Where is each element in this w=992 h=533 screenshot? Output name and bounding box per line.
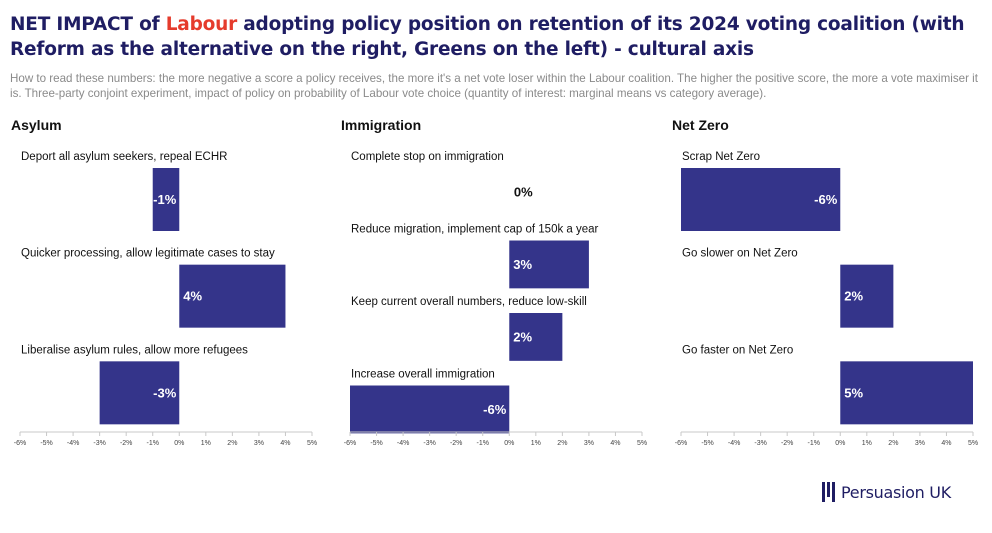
bar bbox=[840, 264, 894, 328]
chart-subtitle: How to read these numbers: the more nega… bbox=[10, 72, 978, 100]
bar bbox=[152, 168, 180, 231]
chart-panel-0: Asylum Deport all asylum seekers, repeal … bbox=[11, 117, 317, 447]
category-label: Go faster on Net Zero bbox=[682, 344, 793, 356]
category-label: Scrap Net Zero bbox=[682, 151, 760, 163]
panel-title: Net Zero bbox=[672, 117, 729, 133]
x-tick-label: 5% bbox=[637, 440, 647, 447]
chart-panel-2: Net Zero Scrap Net Zero -6% Go slower on Ne… bbox=[672, 117, 978, 447]
x-tick-label: -1% bbox=[147, 440, 159, 447]
x-tick-label: -1% bbox=[808, 440, 820, 447]
x-tick-label: -1% bbox=[477, 440, 489, 447]
x-tick-label: -2% bbox=[781, 440, 793, 447]
bar bbox=[99, 361, 180, 425]
x-tick-label: 4% bbox=[610, 440, 620, 447]
bar bbox=[681, 168, 841, 231]
x-tick-label: -6% bbox=[14, 440, 26, 447]
data-label: 2% bbox=[844, 289, 863, 304]
x-tick-label: 4% bbox=[280, 440, 290, 447]
chart-title: NET IMPACT of Labour adopting policy pos… bbox=[10, 12, 985, 62]
x-tick-label: -3% bbox=[93, 440, 105, 447]
x-tick-label: 5% bbox=[307, 440, 317, 447]
x-tick-label: 1% bbox=[531, 440, 541, 447]
brand-name: Persuasion UK bbox=[841, 482, 951, 502]
chart-panel-1: Immigration Complete stop on immigration 0… bbox=[341, 117, 647, 447]
category-label: Increase overall immigration bbox=[351, 369, 495, 381]
data-label: -6% bbox=[483, 402, 507, 417]
x-tick-label: -4% bbox=[728, 440, 740, 447]
category-label: Go slower on Net Zero bbox=[682, 248, 798, 260]
x-tick-label: 3% bbox=[254, 440, 264, 447]
category-label: Quicker processing, allow legitimate cas… bbox=[21, 248, 275, 260]
data-label: -1% bbox=[153, 192, 177, 207]
x-tick-label: 2% bbox=[557, 440, 567, 447]
data-label: -3% bbox=[153, 385, 177, 400]
data-label: 2% bbox=[513, 329, 532, 344]
panel-title: Immigration bbox=[341, 117, 421, 133]
x-tick-label: -2% bbox=[120, 440, 132, 447]
chart-svg: Asylum Deport all asylum seekers, repeal … bbox=[11, 117, 978, 447]
x-tick-label: -5% bbox=[701, 440, 713, 447]
x-tick-label: 5% bbox=[968, 440, 978, 447]
x-tick-label: -6% bbox=[675, 440, 687, 447]
x-tick-label: -3% bbox=[423, 440, 435, 447]
x-tick-label: -5% bbox=[40, 440, 52, 447]
category-label: Liberalise asylum rules, allow more refu… bbox=[21, 344, 248, 356]
title-part-2: adopting policy position on retention of… bbox=[10, 14, 965, 60]
category-label: Deport all asylum seekers, repeal ECHR bbox=[21, 151, 227, 163]
chart-panels: Asylum Deport all asylum seekers, repeal … bbox=[0, 110, 992, 470]
data-label: 4% bbox=[183, 289, 202, 304]
category-label: Reduce migration, implement cap of 150k … bbox=[351, 224, 599, 236]
x-tick-label: -2% bbox=[450, 440, 462, 447]
x-tick-label: 0% bbox=[835, 440, 845, 447]
x-tick-label: -3% bbox=[754, 440, 766, 447]
title-part-1: NET IMPACT of bbox=[10, 14, 166, 35]
x-tick-label: -6% bbox=[344, 440, 356, 447]
bar bbox=[509, 240, 589, 289]
x-tick-label: -4% bbox=[397, 440, 409, 447]
bar bbox=[840, 361, 973, 425]
brand-logo: Persuasion UK bbox=[822, 481, 951, 503]
data-label: 0% bbox=[514, 184, 533, 199]
data-label: -6% bbox=[814, 192, 838, 207]
x-tick-label: 3% bbox=[584, 440, 594, 447]
data-label: 3% bbox=[513, 257, 532, 272]
x-tick-label: 0% bbox=[504, 440, 514, 447]
x-tick-label: -4% bbox=[67, 440, 79, 447]
bar bbox=[509, 313, 563, 361]
x-tick-label: -5% bbox=[370, 440, 382, 447]
bar bbox=[350, 385, 510, 434]
category-label: Complete stop on immigration bbox=[351, 151, 504, 163]
category-label: Keep current overall numbers, reduce low… bbox=[351, 296, 587, 308]
x-tick-label: 2% bbox=[227, 440, 237, 447]
x-tick-label: 4% bbox=[941, 440, 951, 447]
bar bbox=[179, 264, 286, 328]
x-tick-label: 1% bbox=[862, 440, 872, 447]
data-label: 5% bbox=[844, 385, 863, 400]
x-tick-label: 3% bbox=[915, 440, 925, 447]
x-tick-label: 2% bbox=[888, 440, 898, 447]
title-highlight: Labour bbox=[165, 14, 238, 35]
x-tick-label: 1% bbox=[201, 440, 211, 447]
persuasion-uk-logo-icon bbox=[822, 482, 835, 502]
x-tick-label: 0% bbox=[174, 440, 184, 447]
panel-title: Asylum bbox=[11, 117, 62, 133]
